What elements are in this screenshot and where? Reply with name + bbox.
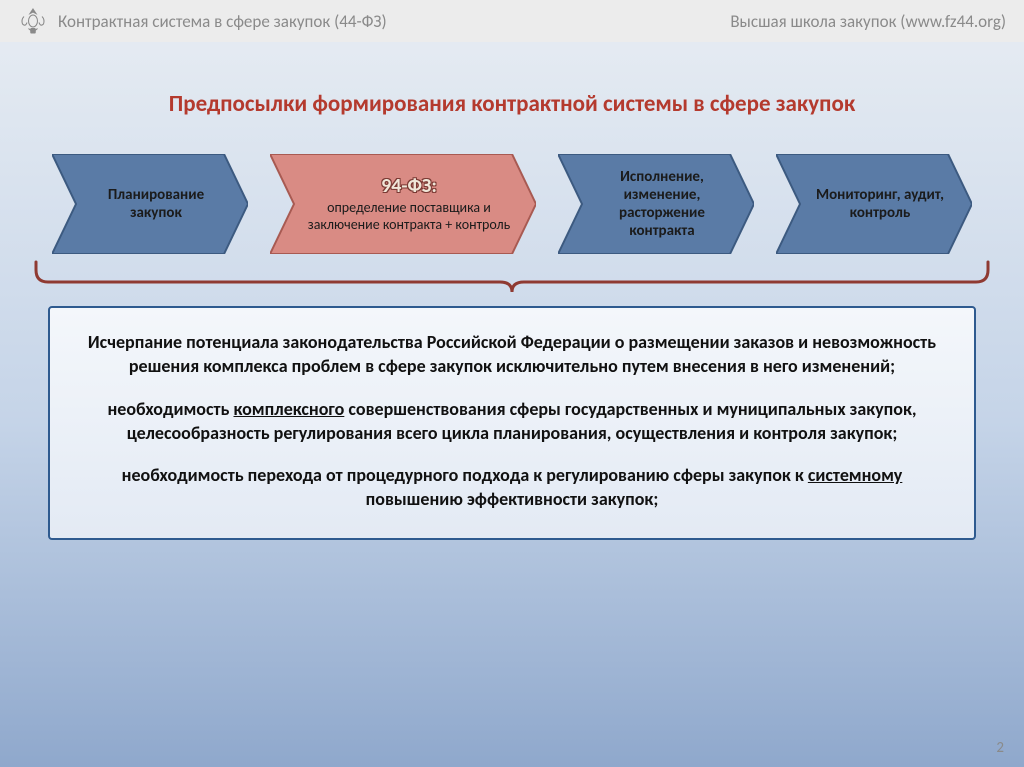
flow-step-title: 94-ФЗ: xyxy=(300,174,518,198)
bracket-wrap xyxy=(0,260,1024,294)
flow-step-subtitle: определение поставщика и заключение конт… xyxy=(300,200,518,234)
slide-header: Контрактная система в сфере закупок (44-… xyxy=(0,0,1024,42)
flow-step-3: Исполнение, изменение, расторжение контр… xyxy=(558,154,754,254)
page-number: 2 xyxy=(996,739,1004,757)
emblem-icon xyxy=(18,6,48,36)
flow-step-label: 94-ФЗ:определение поставщика и заключени… xyxy=(300,174,518,234)
summary-paragraph: Исчерпание потенциала законодательства Р… xyxy=(80,330,944,379)
header-left: Контрактная система в сфере закупок (44-… xyxy=(18,6,387,36)
flow-step-4: Мониторинг, аудит, контроль xyxy=(776,154,972,254)
summary-text-box: Исчерпание потенциала законодательства Р… xyxy=(48,306,976,540)
flow-step-2: 94-ФЗ:определение поставщика и заключени… xyxy=(270,154,536,254)
page-title: Предпосылки формирования контрактной сис… xyxy=(0,90,1024,118)
flow-step-1: Планирование закупок xyxy=(52,154,248,254)
process-flow: Планирование закупок 94-ФЗ:определение по… xyxy=(0,154,1024,254)
header-left-text: Контрактная система в сфере закупок (44-… xyxy=(58,11,387,32)
flow-step-label: Планирование закупок xyxy=(82,186,230,222)
underlined-term: комплексного xyxy=(234,398,345,420)
flow-step-label: Исполнение, изменение, расторжение контр… xyxy=(588,168,736,240)
summary-paragraph: необходимость комплексного совершенствов… xyxy=(80,397,944,446)
header-right-text: Высшая школа закупок (www.fz44.org) xyxy=(730,11,1006,32)
curly-bracket xyxy=(34,260,990,294)
summary-paragraph: необходимость перехода от процедурного п… xyxy=(80,463,944,512)
underlined-term: системному xyxy=(808,464,902,486)
flow-step-label: Мониторинг, аудит, контроль xyxy=(806,186,954,222)
